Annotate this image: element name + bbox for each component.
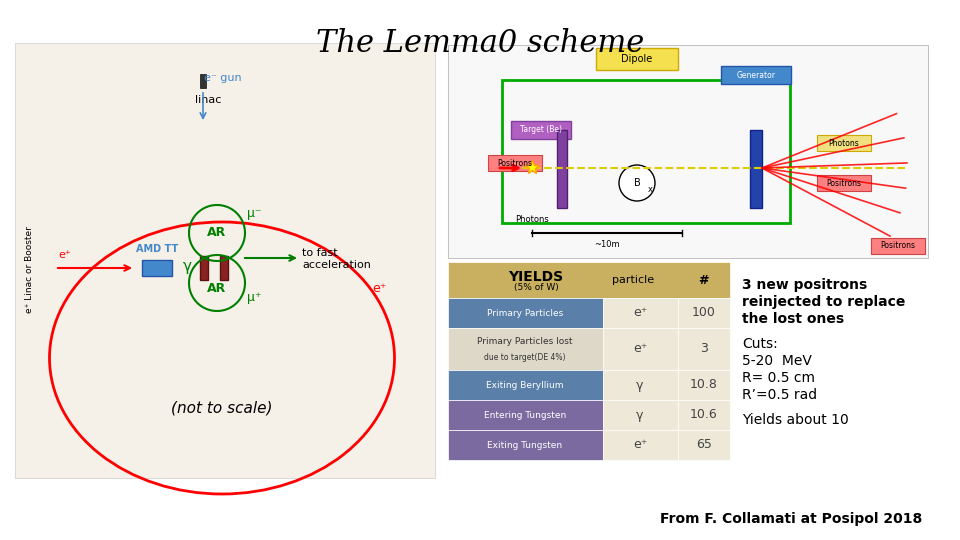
Text: YIELDS: YIELDS	[509, 270, 564, 284]
Text: particle: particle	[612, 275, 654, 285]
FancyBboxPatch shape	[511, 121, 571, 139]
Text: e⁺: e⁺	[58, 250, 71, 260]
Text: e⁺: e⁺	[633, 342, 647, 355]
Text: 10.8: 10.8	[690, 379, 718, 392]
FancyBboxPatch shape	[596, 48, 678, 70]
Text: due to target(DE 4%): due to target(DE 4%)	[484, 353, 565, 362]
Text: #: #	[698, 273, 708, 287]
Text: 3: 3	[700, 342, 708, 355]
Bar	[603, 328, 678, 370]
FancyBboxPatch shape	[448, 45, 928, 258]
FancyBboxPatch shape	[488, 155, 542, 171]
Bar	[678, 328, 730, 370]
Text: 3 new positrons: 3 new positrons	[742, 278, 867, 292]
Text: linac: linac	[195, 95, 222, 105]
FancyBboxPatch shape	[817, 175, 871, 191]
Text: 100: 100	[692, 307, 716, 320]
Bar	[448, 430, 603, 460]
Bar	[678, 400, 730, 430]
Text: γ: γ	[636, 379, 644, 392]
Text: γ: γ	[182, 259, 191, 273]
Text: reinjected to replace: reinjected to replace	[742, 295, 905, 309]
Text: e⁻ gun: e⁻ gun	[204, 73, 242, 83]
Text: Dipole: Dipole	[621, 54, 653, 64]
Bar	[557, 130, 567, 208]
Text: Positrons: Positrons	[497, 159, 533, 167]
Text: x: x	[647, 185, 653, 193]
Text: Target (Be): Target (Be)	[520, 125, 562, 134]
Bar	[603, 400, 678, 430]
Bar	[200, 74, 206, 88]
Text: AMD TT: AMD TT	[136, 244, 179, 254]
Bar	[448, 262, 730, 298]
Bar	[142, 260, 172, 276]
Bar	[200, 256, 208, 280]
Circle shape	[619, 165, 655, 201]
Text: e⁺: e⁺	[633, 307, 647, 320]
Text: Photons: Photons	[828, 138, 859, 147]
Bar	[678, 298, 730, 328]
Text: Positrons: Positrons	[880, 241, 916, 251]
Bar	[448, 400, 603, 430]
FancyBboxPatch shape	[15, 43, 435, 478]
Text: ~10m: ~10m	[594, 240, 620, 249]
Text: Cuts:: Cuts:	[742, 337, 778, 351]
Text: (not to scale): (not to scale)	[171, 401, 273, 415]
Text: μ⁺: μ⁺	[247, 292, 261, 305]
Text: γ: γ	[636, 408, 644, 422]
Text: (5% of W): (5% of W)	[514, 284, 559, 293]
Text: AR: AR	[207, 281, 227, 294]
Text: 5-20  MeV: 5-20 MeV	[742, 354, 812, 368]
Bar	[448, 328, 603, 370]
Text: e⁺ Linac or Booster: e⁺ Linac or Booster	[26, 227, 35, 313]
Text: to fast: to fast	[302, 248, 338, 258]
FancyBboxPatch shape	[871, 238, 925, 254]
Text: Generator: Generator	[736, 71, 776, 79]
Text: Primary Particles lost: Primary Particles lost	[477, 338, 573, 346]
Text: μ⁻: μ⁻	[247, 206, 261, 219]
Text: the lost ones: the lost ones	[742, 312, 844, 326]
Text: acceleration: acceleration	[302, 260, 371, 270]
Bar	[750, 130, 762, 208]
Text: 65: 65	[696, 438, 712, 451]
FancyBboxPatch shape	[721, 66, 791, 84]
Text: Positrons: Positrons	[827, 179, 861, 187]
Bar	[448, 370, 603, 400]
Text: R= 0.5 cm: R= 0.5 cm	[742, 371, 815, 385]
Bar	[603, 370, 678, 400]
Text: Primary Particles: Primary Particles	[487, 308, 564, 318]
Bar	[220, 256, 228, 280]
Text: The Lemma0 scheme: The Lemma0 scheme	[316, 28, 644, 59]
Bar	[448, 298, 603, 328]
Text: Exiting Tungsten: Exiting Tungsten	[488, 441, 563, 449]
Text: 10.6: 10.6	[690, 408, 718, 422]
Text: From F. Collamati at Posipol 2018: From F. Collamati at Posipol 2018	[660, 512, 922, 526]
Text: Entering Tungsten: Entering Tungsten	[484, 410, 566, 420]
Text: Exiting Beryllium: Exiting Beryllium	[487, 381, 564, 389]
Bar	[678, 430, 730, 460]
Bar	[603, 298, 678, 328]
FancyBboxPatch shape	[817, 135, 871, 151]
Text: B: B	[634, 178, 640, 188]
Text: Photons: Photons	[516, 215, 549, 225]
Bar	[603, 430, 678, 460]
Bar	[678, 370, 730, 400]
Text: AR: AR	[207, 226, 227, 240]
Text: R’=0.5 rad: R’=0.5 rad	[742, 388, 817, 402]
Text: Yields about 10: Yields about 10	[742, 413, 849, 427]
Text: e⁺: e⁺	[633, 438, 647, 451]
Text: e⁺: e⁺	[372, 281, 386, 294]
